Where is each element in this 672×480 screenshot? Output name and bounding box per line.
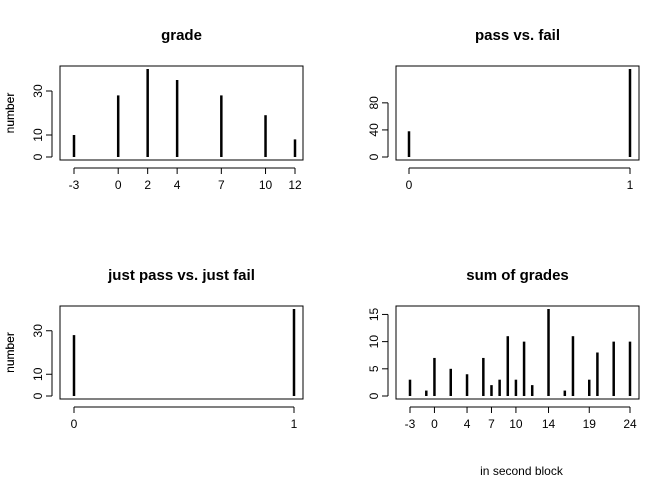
y-tick-label: 0 [367,392,381,399]
y-tick-label: 15 [367,307,381,321]
x-tick-label: 0 [406,178,413,192]
x-tick-label: 12 [288,178,302,192]
y-axis-label: number [3,93,17,134]
x-tick-label: 7 [488,417,495,431]
x-tick-label: 4 [464,417,471,431]
chart-panel-3: just pass vs. just fail 0 10 30 number 0 1 [3,267,304,431]
x-tick-label: 2 [144,178,151,192]
plot-frame [395,305,640,400]
chart-title: grade [161,27,202,44]
y-tick-label: 30 [31,324,45,338]
y-tick-label: 10 [31,367,45,381]
x-tick-label: 1 [291,417,298,431]
x-axis-label: in second block [480,464,564,478]
y-tick-label: 80 [367,96,381,110]
x-tick-label: 0 [115,178,122,192]
y-tick-label: 0 [31,153,45,160]
x-tick-label: 7 [218,178,225,192]
y-axis-label: number [3,93,17,134]
chart-title: just pass vs. just fail [107,267,255,284]
plot-frame [59,305,304,400]
chart-title: pass vs. fail [475,27,560,44]
plot-frame [59,65,304,161]
x-tick-label: 0 [71,417,78,431]
y-tick-label: 0 [31,392,45,399]
y-axis-label: number [3,332,17,373]
y-tick-label: 10 [31,128,45,142]
y-tick-label: 5 [367,365,381,372]
x-tick-label: 24 [623,417,637,431]
y-tick-label: 10 [367,335,381,349]
x-tick-label: 10 [259,178,273,192]
y-tick-label: 40 [367,123,381,137]
chart-panel-1: grade 0 10 30 number -3 0 2 4 7 10 12 [3,27,304,192]
y-axis-label: number [3,332,17,373]
plot-frame [395,65,640,161]
y-tick-label: 0 [367,153,381,160]
x-tick-label: 4 [174,178,181,192]
chart-title: sum of grades [466,267,569,284]
x-tick-label: 10 [509,417,523,431]
x-tick-label: 0 [431,417,438,431]
x-tick-label: 1 [627,178,634,192]
x-tick-label: -3 [405,417,416,431]
x-tick-label: -3 [69,178,80,192]
y-tick-label: 30 [31,84,45,98]
x-tick-label: 14 [542,417,556,431]
x-tick-label: 19 [583,417,597,431]
